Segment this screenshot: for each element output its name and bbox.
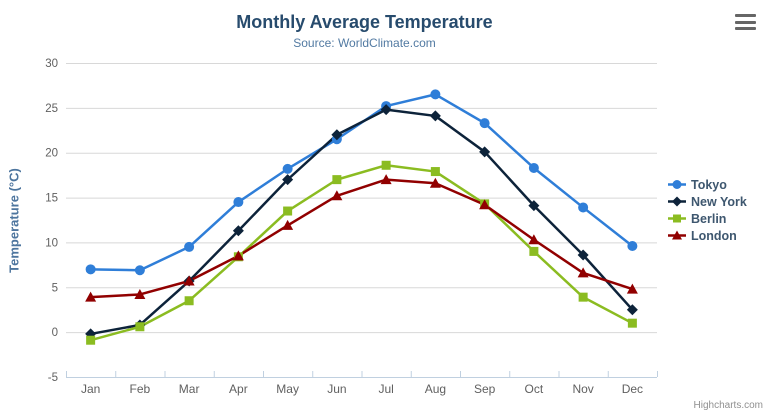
data-point-new-york[interactable] xyxy=(331,129,343,141)
y-axis-tick-label: 10 xyxy=(45,237,58,249)
y-axis-tick-label: 30 xyxy=(45,58,58,70)
legend-label: Berlin xyxy=(691,211,727,226)
series-line-london[interactable] xyxy=(89,178,634,299)
legend-item-london[interactable]: London xyxy=(668,227,747,244)
data-point-berlin[interactable] xyxy=(529,246,539,256)
data-point-tokyo[interactable] xyxy=(528,162,539,173)
data-point-berlin[interactable] xyxy=(627,318,637,328)
data-point-london[interactable] xyxy=(380,174,392,185)
legend-item-tokyo[interactable]: Tokyo xyxy=(668,176,747,193)
y-axis-tick-label: 20 xyxy=(45,148,58,160)
data-point-berlin[interactable] xyxy=(86,335,96,345)
data-point-london[interactable] xyxy=(577,267,589,278)
x-axis-tick-label: Jun xyxy=(327,382,346,396)
x-axis-tick-label: Dec xyxy=(622,382,643,396)
data-point-tokyo[interactable] xyxy=(479,118,490,129)
y-axis-tick-label: 5 xyxy=(52,282,58,294)
x-axis-tick-label: Jul xyxy=(378,382,393,396)
data-point-tokyo[interactable] xyxy=(627,241,638,252)
data-point-london[interactable] xyxy=(626,283,638,294)
data-point-london[interactable] xyxy=(429,177,441,188)
y-axis-tick-label: 15 xyxy=(45,193,58,205)
legend-item-berlin[interactable]: Berlin xyxy=(668,210,747,227)
x-axis-tick-label: Feb xyxy=(130,382,151,396)
data-point-berlin[interactable] xyxy=(135,322,145,332)
legend-item-new-york[interactable]: New York xyxy=(668,193,747,210)
x-axis-tick-label: May xyxy=(276,382,299,396)
hamburger-icon xyxy=(735,14,756,17)
data-point-london[interactable] xyxy=(282,219,294,230)
data-point-berlin[interactable] xyxy=(430,167,440,177)
chart-context-menu-button[interactable] xyxy=(735,14,756,30)
data-point-berlin[interactable] xyxy=(283,206,293,216)
series-line-new-york[interactable] xyxy=(89,108,634,336)
y-axis-tick-label: -5 xyxy=(48,372,58,384)
legend: Tokyo New York Berlin London xyxy=(668,176,747,244)
data-point-london[interactable] xyxy=(479,199,491,210)
data-point-new-york[interactable] xyxy=(380,104,392,116)
hamburger-icon xyxy=(735,20,756,24)
data-point-berlin[interactable] xyxy=(332,175,342,185)
data-point-london[interactable] xyxy=(134,288,146,299)
series-line-berlin[interactable] xyxy=(89,164,634,342)
data-point-london[interactable] xyxy=(232,250,244,261)
data-point-new-york[interactable] xyxy=(232,225,244,237)
data-point-new-york[interactable] xyxy=(429,110,441,122)
data-point-new-york[interactable] xyxy=(528,200,540,212)
data-point-london[interactable] xyxy=(331,190,343,201)
x-axis-tick-label: Sep xyxy=(474,382,496,396)
chart-title: Monthly Average Temperature xyxy=(236,12,493,32)
data-point-new-york[interactable] xyxy=(282,174,294,186)
data-point-tokyo[interactable] xyxy=(578,202,589,213)
triangle-marker-icon xyxy=(668,230,686,240)
data-point-london[interactable] xyxy=(85,291,97,302)
legend-label: New York xyxy=(691,194,747,209)
data-point-tokyo[interactable] xyxy=(85,264,96,275)
data-point-new-york[interactable] xyxy=(577,249,589,261)
data-point-tokyo[interactable] xyxy=(282,163,293,174)
x-axis-tick-label: Mar xyxy=(179,382,200,396)
data-point-tokyo[interactable] xyxy=(233,197,244,208)
x-axis-tick-label: Oct xyxy=(525,382,544,396)
data-point-new-york[interactable] xyxy=(479,146,491,158)
data-point-berlin[interactable] xyxy=(381,160,391,170)
circle-marker-icon xyxy=(668,180,686,189)
data-point-berlin[interactable] xyxy=(578,292,588,302)
data-point-tokyo[interactable] xyxy=(134,265,145,276)
chart-subtitle: Source: WorldClimate.com xyxy=(293,36,436,50)
x-axis-tick-label: Nov xyxy=(572,382,593,396)
hamburger-icon xyxy=(735,27,756,30)
data-point-new-york[interactable] xyxy=(626,304,638,316)
square-marker-icon xyxy=(668,214,686,223)
data-point-london[interactable] xyxy=(183,275,195,286)
x-axis-tick-label: Aug xyxy=(425,382,446,396)
x-axis-tick-label: Jan xyxy=(81,382,100,396)
data-point-tokyo[interactable] xyxy=(430,89,441,100)
diamond-marker-icon xyxy=(668,196,686,207)
x-axis-tick-label: Apr xyxy=(229,382,248,396)
data-point-london[interactable] xyxy=(528,234,540,245)
y-axis-tick-label: 25 xyxy=(45,103,58,115)
data-point-berlin[interactable] xyxy=(184,296,194,306)
data-point-tokyo[interactable] xyxy=(184,241,195,252)
legend-label: London xyxy=(691,228,737,243)
series-line-tokyo[interactable] xyxy=(89,93,634,272)
y-axis-tick-label: 0 xyxy=(52,327,58,339)
highcharts-credit-link[interactable]: Highcharts.com xyxy=(693,400,763,411)
legend-label: Tokyo xyxy=(691,177,727,192)
